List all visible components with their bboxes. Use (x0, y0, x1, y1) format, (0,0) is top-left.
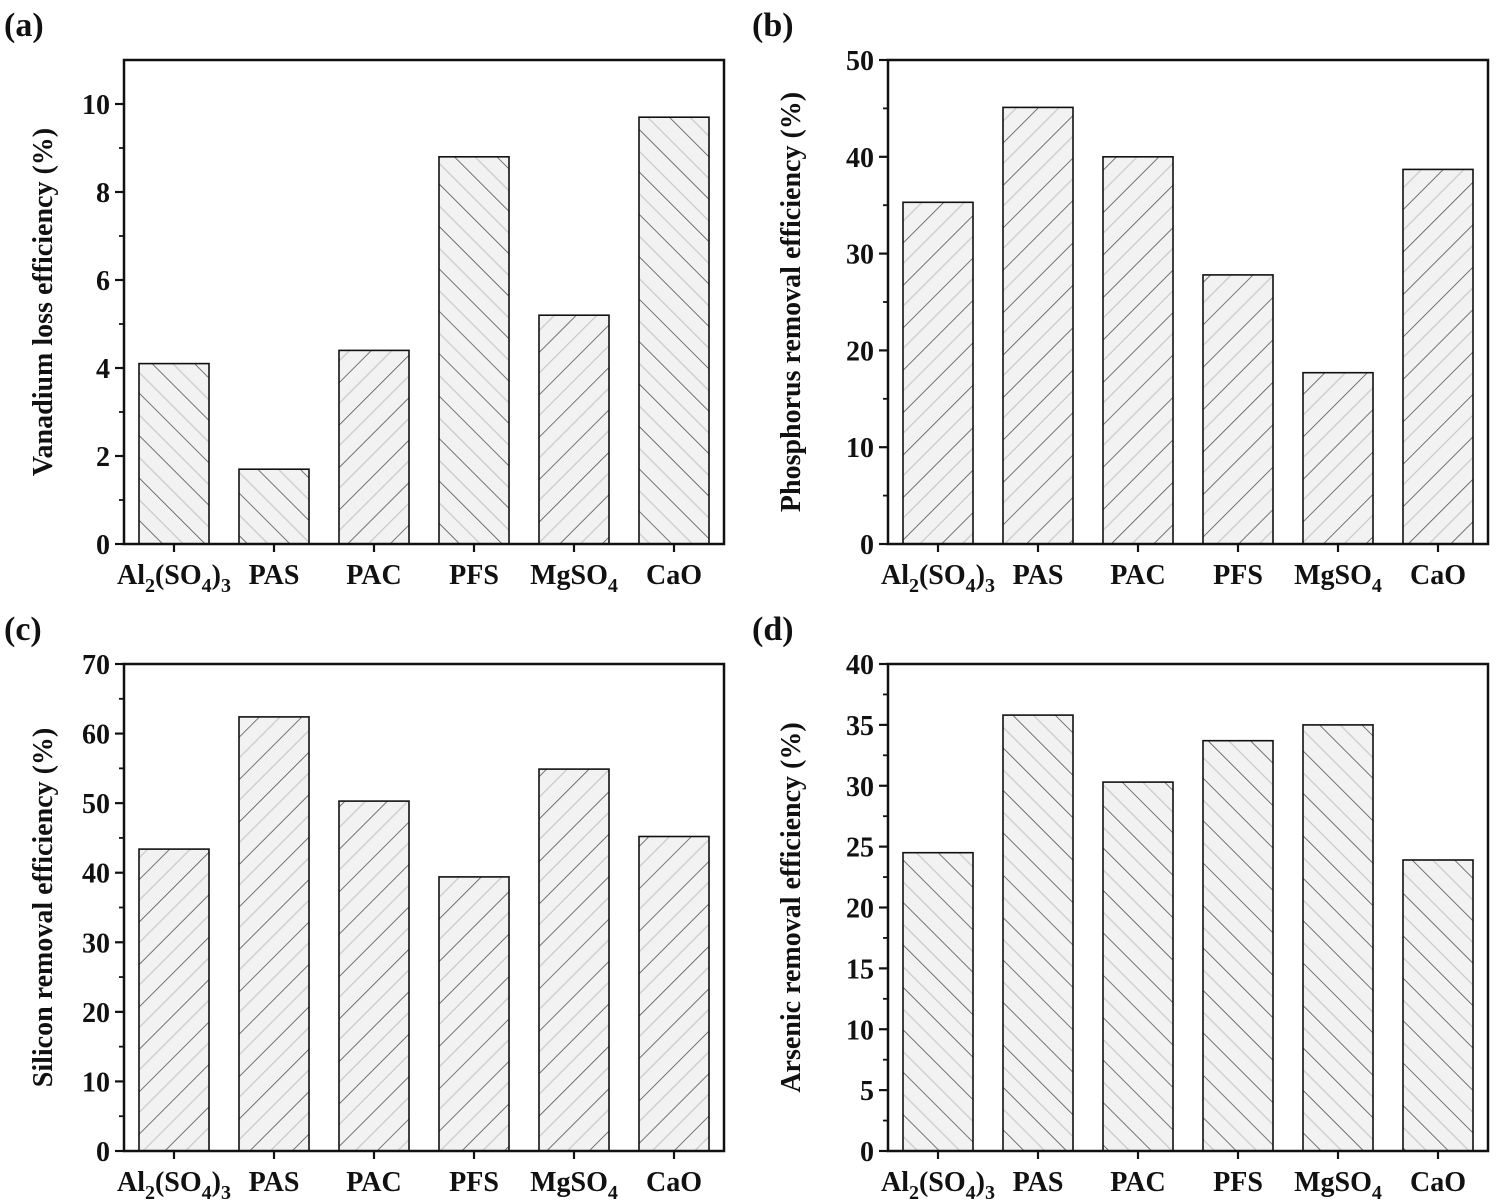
y-axis-title: Arsenic removal efficiency (%) (776, 722, 807, 1092)
bar (902, 851, 974, 1152)
chart-silicon-removal: (c) 0 10 20 30 40 50 60 70 Al2(SO4)3 PAS PAC PFS MgSO… (4, 611, 726, 1204)
x-tick-label: PFS (449, 560, 499, 591)
y-tick-label: 25 (846, 833, 874, 864)
y-tick-label: 50 (846, 46, 874, 77)
panel-label: (a) (4, 7, 44, 44)
x-tick-label: MgSO4 (1294, 1167, 1382, 1204)
bar (1002, 106, 1074, 545)
y-tick-label: 15 (846, 954, 874, 985)
bar (1402, 859, 1474, 1152)
y-tick-label: 40 (82, 859, 110, 890)
y-axis-title: Phosphorus removal efficiency (%) (776, 92, 807, 512)
x-tick-label: CaO (646, 560, 702, 591)
y-axis-title: Silicon removal efficiency (%) (28, 728, 59, 1088)
bar (638, 835, 710, 1152)
x-tick-label: MgSO4 (530, 1167, 618, 1204)
x-tick-label: CaO (1410, 560, 1466, 591)
bar (1302, 371, 1374, 545)
x-tick-label: PFS (449, 1167, 499, 1198)
bar (538, 768, 610, 1152)
chart-phosphorus-removal: (b) 0 10 20 30 40 50 Al2(SO4)3 PAS PAC PFS MgSO4 CaO… (752, 7, 1490, 597)
y-tick-label: 20 (846, 336, 874, 367)
panel-label: (d) (752, 611, 794, 648)
bar (238, 468, 310, 545)
x-tick-label: MgSO4 (1294, 560, 1382, 597)
y-tick-label: 0 (96, 530, 110, 561)
x-tick-label: PAC (1110, 560, 1165, 591)
y-tick-label: 10 (846, 433, 874, 464)
plot-frame (886, 662, 1490, 1153)
x-tick-label: PAC (346, 560, 401, 591)
bar (1402, 168, 1474, 545)
y-tick-label: 10 (82, 90, 110, 121)
x-tick-label: PAC (346, 1167, 401, 1198)
bar (338, 349, 410, 545)
plot-frame (122, 58, 726, 546)
y-tick-label: 20 (846, 894, 874, 925)
bar (1302, 724, 1374, 1152)
bar (338, 800, 410, 1152)
bar (438, 156, 510, 545)
y-tick-label: 0 (860, 530, 874, 561)
y-tick-label: 50 (82, 789, 110, 820)
x-tick-label: Al2(SO4)3 (117, 1167, 231, 1204)
x-tick-label: Al2(SO4)3 (881, 560, 995, 597)
y-tick-label: 10 (82, 1067, 110, 1098)
x-tick-label: MgSO4 (530, 560, 618, 597)
bar (902, 201, 974, 545)
x-tick-label: PFS (1213, 1167, 1263, 1198)
bar (1202, 274, 1274, 545)
x-tick-label: PAC (1110, 1167, 1165, 1198)
bar (138, 362, 210, 545)
plot-frame (886, 58, 1490, 546)
y-tick-label: 30 (846, 240, 874, 271)
x-tick-label: PAS (249, 560, 300, 591)
x-tick-label: CaO (1410, 1167, 1466, 1198)
chart-arsenic-removal: (d) 0 5 10 15 20 25 30 35 40 Al2(SO4)3 PAS PAC PFS MgS… (752, 611, 1490, 1204)
x-tick-label: PAS (249, 1167, 300, 1198)
y-tick-label: 4 (96, 354, 110, 385)
panel-label: (c) (4, 611, 42, 648)
bar (138, 848, 210, 1152)
x-tick-label: CaO (646, 1167, 702, 1198)
y-tick-label: 2 (96, 442, 110, 473)
y-tick-label: 5 (860, 1076, 874, 1107)
y-tick-label: 35 (846, 711, 874, 742)
y-tick-label: 10 (846, 1015, 874, 1046)
bar (1102, 781, 1174, 1152)
x-tick-label: PAS (1013, 1167, 1064, 1198)
y-tick-label: 40 (846, 143, 874, 174)
plot-frame (122, 662, 726, 1153)
x-tick-label: Al2(SO4)3 (881, 1167, 995, 1204)
bar (1202, 739, 1274, 1152)
y-axis-title: Vanadium loss efficiency (%) (28, 128, 59, 476)
panel-label: (b) (752, 7, 794, 44)
y-tick-label: 20 (82, 998, 110, 1029)
y-tick-label: 70 (82, 650, 110, 681)
y-tick-label: 0 (860, 1137, 874, 1168)
y-tick-label: 30 (846, 772, 874, 803)
y-tick-label: 40 (846, 650, 874, 681)
bar (438, 876, 510, 1152)
y-tick-label: 8 (96, 178, 110, 209)
bar (1002, 714, 1074, 1152)
x-tick-label: PFS (1213, 560, 1263, 591)
bar (238, 716, 310, 1152)
bar (638, 116, 710, 545)
y-tick-label: 30 (82, 928, 110, 959)
y-tick-label: 6 (96, 266, 110, 297)
chart-vanadium-loss: (a) 0 2 4 6 8 10 Al2(SO4)3 PAS PAC PFS MgSO4 CaO Vana… (4, 7, 726, 597)
bar (1102, 156, 1174, 545)
y-tick-label: 60 (82, 720, 110, 751)
x-tick-label: PAS (1013, 560, 1064, 591)
x-tick-label: Al2(SO4)3 (117, 560, 231, 597)
bar (538, 314, 610, 545)
y-tick-label: 0 (96, 1137, 110, 1168)
